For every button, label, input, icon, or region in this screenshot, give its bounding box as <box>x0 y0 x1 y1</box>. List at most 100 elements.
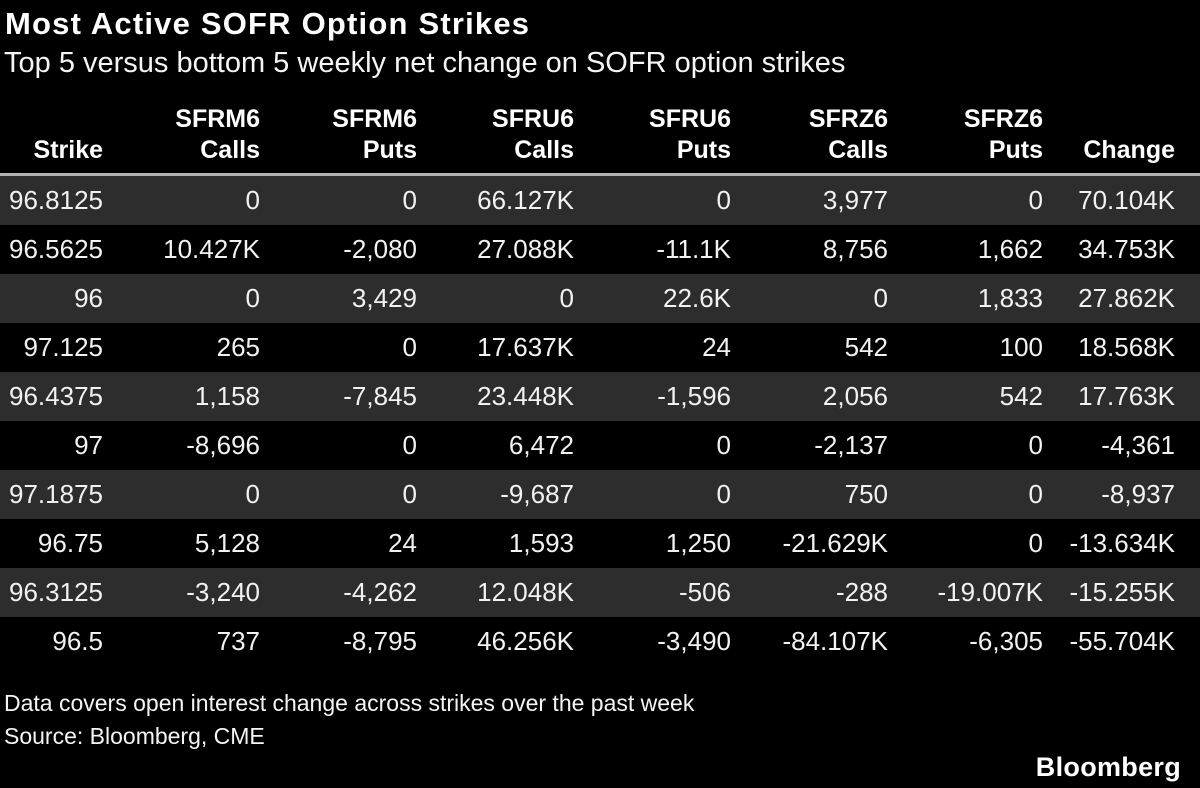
column-header-label: Calls <box>514 136 574 164</box>
table-cell: 27.088K <box>477 234 574 264</box>
column-header-sfru6-calls: SFRU6 Calls <box>442 104 599 176</box>
table-cell: -4,262 <box>343 577 417 607</box>
table-header: Strike SFRM6 Calls SFRM6 Puts SFRU6 Calls SFRU6… <box>0 104 1200 176</box>
table-cell: 0 <box>716 430 731 460</box>
table-cell: 22.6K <box>663 283 731 313</box>
table-cell: 0 <box>873 283 888 313</box>
table-cell: 0 <box>402 479 417 509</box>
table-cell: -7,845 <box>343 381 417 411</box>
table-row: 96.75 5,128 24 1,593 1,250 -21.629K 0 -13.634K <box>0 519 1200 568</box>
column-header-sfrz6-puts: SFRZ6 Puts <box>913 104 1068 176</box>
table-cell: -21.629K <box>782 528 888 558</box>
table-cell: 0 <box>559 283 574 313</box>
strike-cell: 96.4375 <box>9 381 103 411</box>
strike-cell: 96 <box>74 283 103 313</box>
table-cell: -19.007K <box>937 577 1043 607</box>
table-cell: 34.753K <box>1078 234 1175 264</box>
table-cell: -1,596 <box>657 381 731 411</box>
page-title: Most Active SOFR Option Strikes <box>5 6 531 41</box>
table-cell: -13.634K <box>1069 528 1175 558</box>
column-header-sfrz6-calls: SFRZ6 Calls <box>756 104 913 176</box>
column-header-label: Calls <box>200 136 260 164</box>
table-cell: -3,490 <box>657 626 731 656</box>
table-cell: 542 <box>999 381 1043 411</box>
table-cell: 8,756 <box>822 234 888 264</box>
strike-cell: 96.3125 <box>9 577 103 607</box>
column-header-sfrm6-puts: SFRM6 Puts <box>285 104 442 176</box>
table-cell: 46.256K <box>477 626 574 656</box>
table-cell: 750 <box>844 479 888 509</box>
footnotes: Data covers open interest change across … <box>4 687 1200 753</box>
table-row: 96.5 737 -8,795 46.256K -3,490 -84.107K -6,305… <box>0 617 1200 666</box>
column-header-change: Change <box>1068 104 1200 176</box>
table-row: 96.3125 -3,240 -4,262 12.048K -506 -288 -19.00… <box>0 568 1200 617</box>
table-cell: 737 <box>216 626 260 656</box>
table-cell: 0 <box>402 430 417 460</box>
strike-cell: 96.5625 <box>9 234 103 264</box>
table-cell: -8,795 <box>343 626 417 656</box>
table-cell: 17.763K <box>1078 381 1175 411</box>
table-cell: 18.568K <box>1078 332 1175 362</box>
table-cell: -2,080 <box>343 234 417 264</box>
strike-cell: 97.1875 <box>9 479 103 509</box>
table-cell: 10.427K <box>163 234 260 264</box>
table-cell: 23.448K <box>477 381 574 411</box>
column-header-strike: Strike <box>0 104 128 176</box>
table-row: 96.4375 1,158 -7,845 23.448K -1,596 2,056 542 1… <box>0 372 1200 421</box>
table-cell: -15.255K <box>1069 577 1175 607</box>
table-cell: -8,937 <box>1101 479 1175 509</box>
table-cell: 265 <box>216 332 260 362</box>
table-cell: -11.1K <box>656 234 731 264</box>
strike-cell: 97 <box>74 430 103 460</box>
table-row: 96.8125 0 0 66.127K 0 3,977 0 70.104K <box>0 174 1200 225</box>
column-header-group: SFRM6 <box>175 105 260 133</box>
column-header-group: SFRU6 <box>492 105 574 133</box>
strike-cell: 96.75 <box>37 528 103 558</box>
table-cell: 1,833 <box>977 283 1043 313</box>
table-cell: 3,429 <box>351 283 417 313</box>
table-header-row: Strike SFRM6 Calls SFRM6 Puts SFRU6 Calls SFRU6… <box>0 104 1200 176</box>
table-cell: 0 <box>245 283 260 313</box>
strike-cell: 96.8125 <box>9 185 103 215</box>
table-cell: 5,128 <box>194 528 260 558</box>
table-cell: -6,305 <box>969 626 1043 656</box>
table-cell: 0 <box>716 185 731 215</box>
table-cell: 6,472 <box>508 430 574 460</box>
table-cell: -9,687 <box>500 479 574 509</box>
column-header-label: Calls <box>828 136 888 164</box>
table-cell: 100 <box>999 332 1043 362</box>
page-subtitle: Top 5 versus bottom 5 weekly net change … <box>4 47 846 79</box>
table-cell: 0 <box>245 185 260 215</box>
table-cell: 0 <box>402 332 417 362</box>
column-header-sfru6-puts: SFRU6 Puts <box>599 104 756 176</box>
table-cell: 1,593 <box>508 528 574 558</box>
strike-cell: 96.5 <box>52 626 103 656</box>
table-cell: -55.704K <box>1069 626 1175 656</box>
sofr-strikes-table: Strike SFRM6 Calls SFRM6 Puts SFRU6 Calls SFRU6… <box>0 104 1200 666</box>
table-cell: -288 <box>835 577 888 607</box>
column-header-group: SFRZ6 <box>808 105 888 133</box>
table-cell: 70.104K <box>1078 185 1175 215</box>
table-cell: 12.048K <box>477 577 574 607</box>
table-cell: 24 <box>388 528 417 558</box>
bloomberg-logo: Bloomberg <box>1035 752 1181 782</box>
column-header-label: Puts <box>676 136 731 164</box>
table-cell: 0 <box>1028 430 1043 460</box>
table-cell: 27.862K <box>1078 283 1175 313</box>
table-cell: 66.127K <box>477 185 574 215</box>
column-header-group: SFRU6 <box>649 105 731 133</box>
data-coverage-note: Data covers open interest change across … <box>4 690 695 716</box>
table-cell: 1,250 <box>665 528 731 558</box>
table-cell: 3,977 <box>822 185 888 215</box>
table-cell: -3,240 <box>186 577 260 607</box>
table-body: 96.8125 0 0 66.127K 0 3,977 0 70.104K 96.5625 10.… <box>0 174 1200 666</box>
table-cell: 1,662 <box>977 234 1043 264</box>
table-cell: 0 <box>245 479 260 509</box>
table-cell: 24 <box>702 332 731 362</box>
table-cell: -506 <box>678 577 731 607</box>
table-cell: 542 <box>844 332 888 362</box>
table-cell: 0 <box>716 479 731 509</box>
column-header-label: Puts <box>988 136 1043 164</box>
table-cell: -8,696 <box>186 430 260 460</box>
